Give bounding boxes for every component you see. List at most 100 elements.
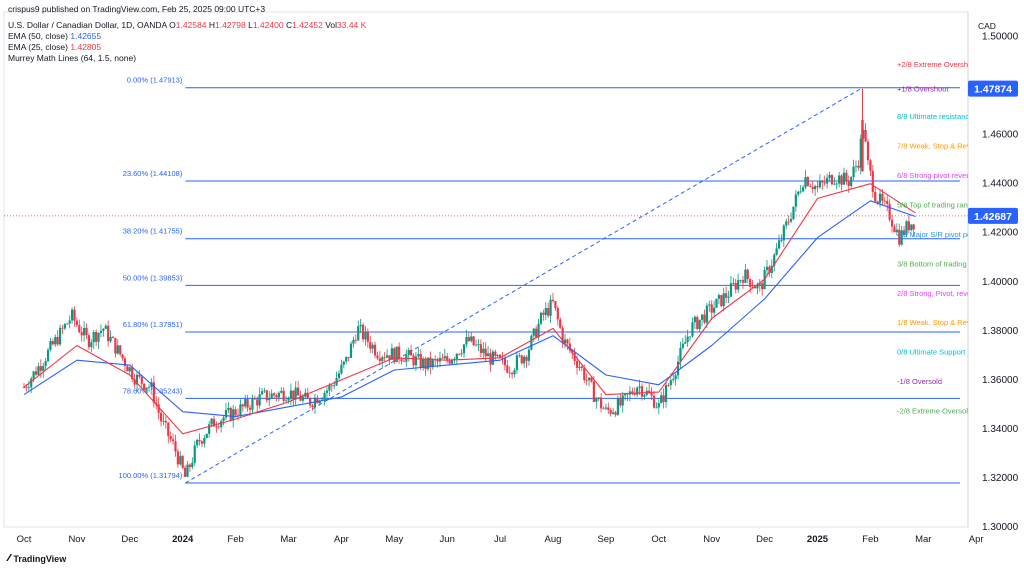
candle-body	[761, 283, 764, 290]
candle-body	[422, 359, 425, 368]
candle-body	[669, 380, 672, 386]
candle-body	[782, 225, 785, 241]
grid	[3, 11, 969, 528]
candle-body	[56, 337, 59, 345]
candle-body	[333, 385, 336, 387]
ema50-label[interactable]: EMA (50, close)	[8, 31, 68, 41]
candle-body	[44, 361, 47, 366]
candle-body	[518, 355, 521, 357]
candle-body	[58, 327, 62, 345]
x-tick-label: Dec	[756, 534, 773, 545]
candle-body	[614, 412, 617, 415]
candle-body	[388, 355, 391, 360]
candle-body	[123, 358, 127, 367]
candle-body	[547, 307, 550, 316]
candle-body	[499, 354, 502, 358]
candle-body	[171, 439, 175, 442]
candle-body	[323, 392, 326, 400]
candle-body	[575, 361, 579, 368]
candle-body	[381, 357, 384, 361]
candle-body	[599, 397, 603, 409]
indicator-murrey[interactable]: Murrey Math Lines (64, 1.5, none)	[8, 53, 136, 63]
candle-body	[506, 365, 509, 373]
candle-body	[248, 407, 252, 410]
candle-body	[222, 417, 225, 421]
candle-body	[703, 314, 706, 323]
candle-body	[739, 280, 742, 281]
candle-body	[799, 191, 802, 193]
candle-body	[850, 177, 853, 186]
candle-body	[111, 336, 115, 338]
candle-body	[229, 407, 232, 421]
candle-body	[708, 304, 711, 306]
candle-body	[486, 353, 490, 357]
candle-body	[816, 186, 819, 188]
candle-body	[474, 344, 478, 346]
candle-body	[97, 333, 100, 342]
candle-body	[289, 390, 293, 399]
candle-body	[597, 397, 600, 399]
candle-body	[443, 356, 446, 359]
candle-body	[770, 265, 773, 273]
candle-body	[253, 398, 256, 400]
candle-body	[383, 357, 386, 359]
candle-body	[787, 221, 790, 223]
candle-body	[652, 395, 656, 408]
price-tag	[968, 80, 1018, 97]
ema25-value: 1.42805	[70, 42, 102, 52]
candle-body	[838, 175, 841, 184]
low-label: L	[248, 20, 253, 30]
candle-body	[698, 319, 701, 329]
candle-body	[900, 230, 903, 245]
candle-body	[263, 390, 266, 392]
candle-body	[244, 399, 247, 407]
candle-body	[479, 344, 482, 354]
x-tick-label: Apr	[969, 534, 984, 545]
candle-body	[373, 344, 377, 356]
ema25-label[interactable]: EMA (25, close)	[8, 42, 68, 52]
candle-body	[539, 312, 543, 324]
candle-body	[902, 230, 906, 236]
candle-body	[301, 396, 305, 401]
candle-body	[511, 372, 514, 375]
indicator-ema25[interactable]: EMA (25, close) 1.42805	[8, 42, 101, 52]
candle-body	[756, 284, 759, 289]
y-tick-label: 1.32000	[982, 473, 1019, 484]
murrey-label[interactable]: Murrey Math Lines (64, 1.5, none)	[8, 53, 137, 63]
y-tick-label: 1.50000	[982, 32, 1019, 43]
candle-body	[265, 390, 268, 401]
candle-body	[864, 129, 867, 142]
candle-body	[477, 344, 480, 346]
candle-body	[643, 394, 646, 397]
candle-body	[563, 339, 567, 344]
x-tick-label: 2025	[807, 534, 829, 545]
candle-body	[217, 426, 220, 428]
candle-body	[580, 366, 583, 369]
symbol-line[interactable]: U.S. Dollar / Canadian Dollar, 1D, OANDA…	[8, 20, 366, 30]
candle-body	[895, 229, 898, 233]
candle-body	[847, 180, 850, 186]
indicator-ema50[interactable]: EMA (50, close) 1.42655	[8, 31, 101, 41]
candle-body	[311, 405, 314, 407]
candle-body	[162, 420, 165, 422]
candle-body	[794, 194, 797, 207]
candle-body	[775, 248, 778, 255]
candle-body	[559, 319, 562, 328]
symbol-name[interactable]: U.S. Dollar / Canadian Dollar, 1D, OANDA	[8, 20, 167, 30]
footer-brand[interactable]: ⁄⁄ TradingView	[8, 553, 66, 564]
candle-body	[571, 350, 574, 353]
candle-body	[277, 392, 280, 398]
candle-body	[208, 424, 211, 434]
candle-body	[792, 206, 795, 219]
candle-body	[741, 280, 745, 283]
murrey-level-label: -1/8 Oversold	[897, 377, 942, 386]
candle-body	[83, 327, 86, 336]
candle-body	[176, 451, 179, 465]
y-tick-label: 1.44000	[982, 179, 1019, 190]
candle-body	[157, 404, 160, 413]
candle-body	[883, 200, 886, 202]
candle-body	[119, 345, 122, 355]
candle-body	[797, 191, 800, 195]
candle-body	[876, 201, 879, 203]
